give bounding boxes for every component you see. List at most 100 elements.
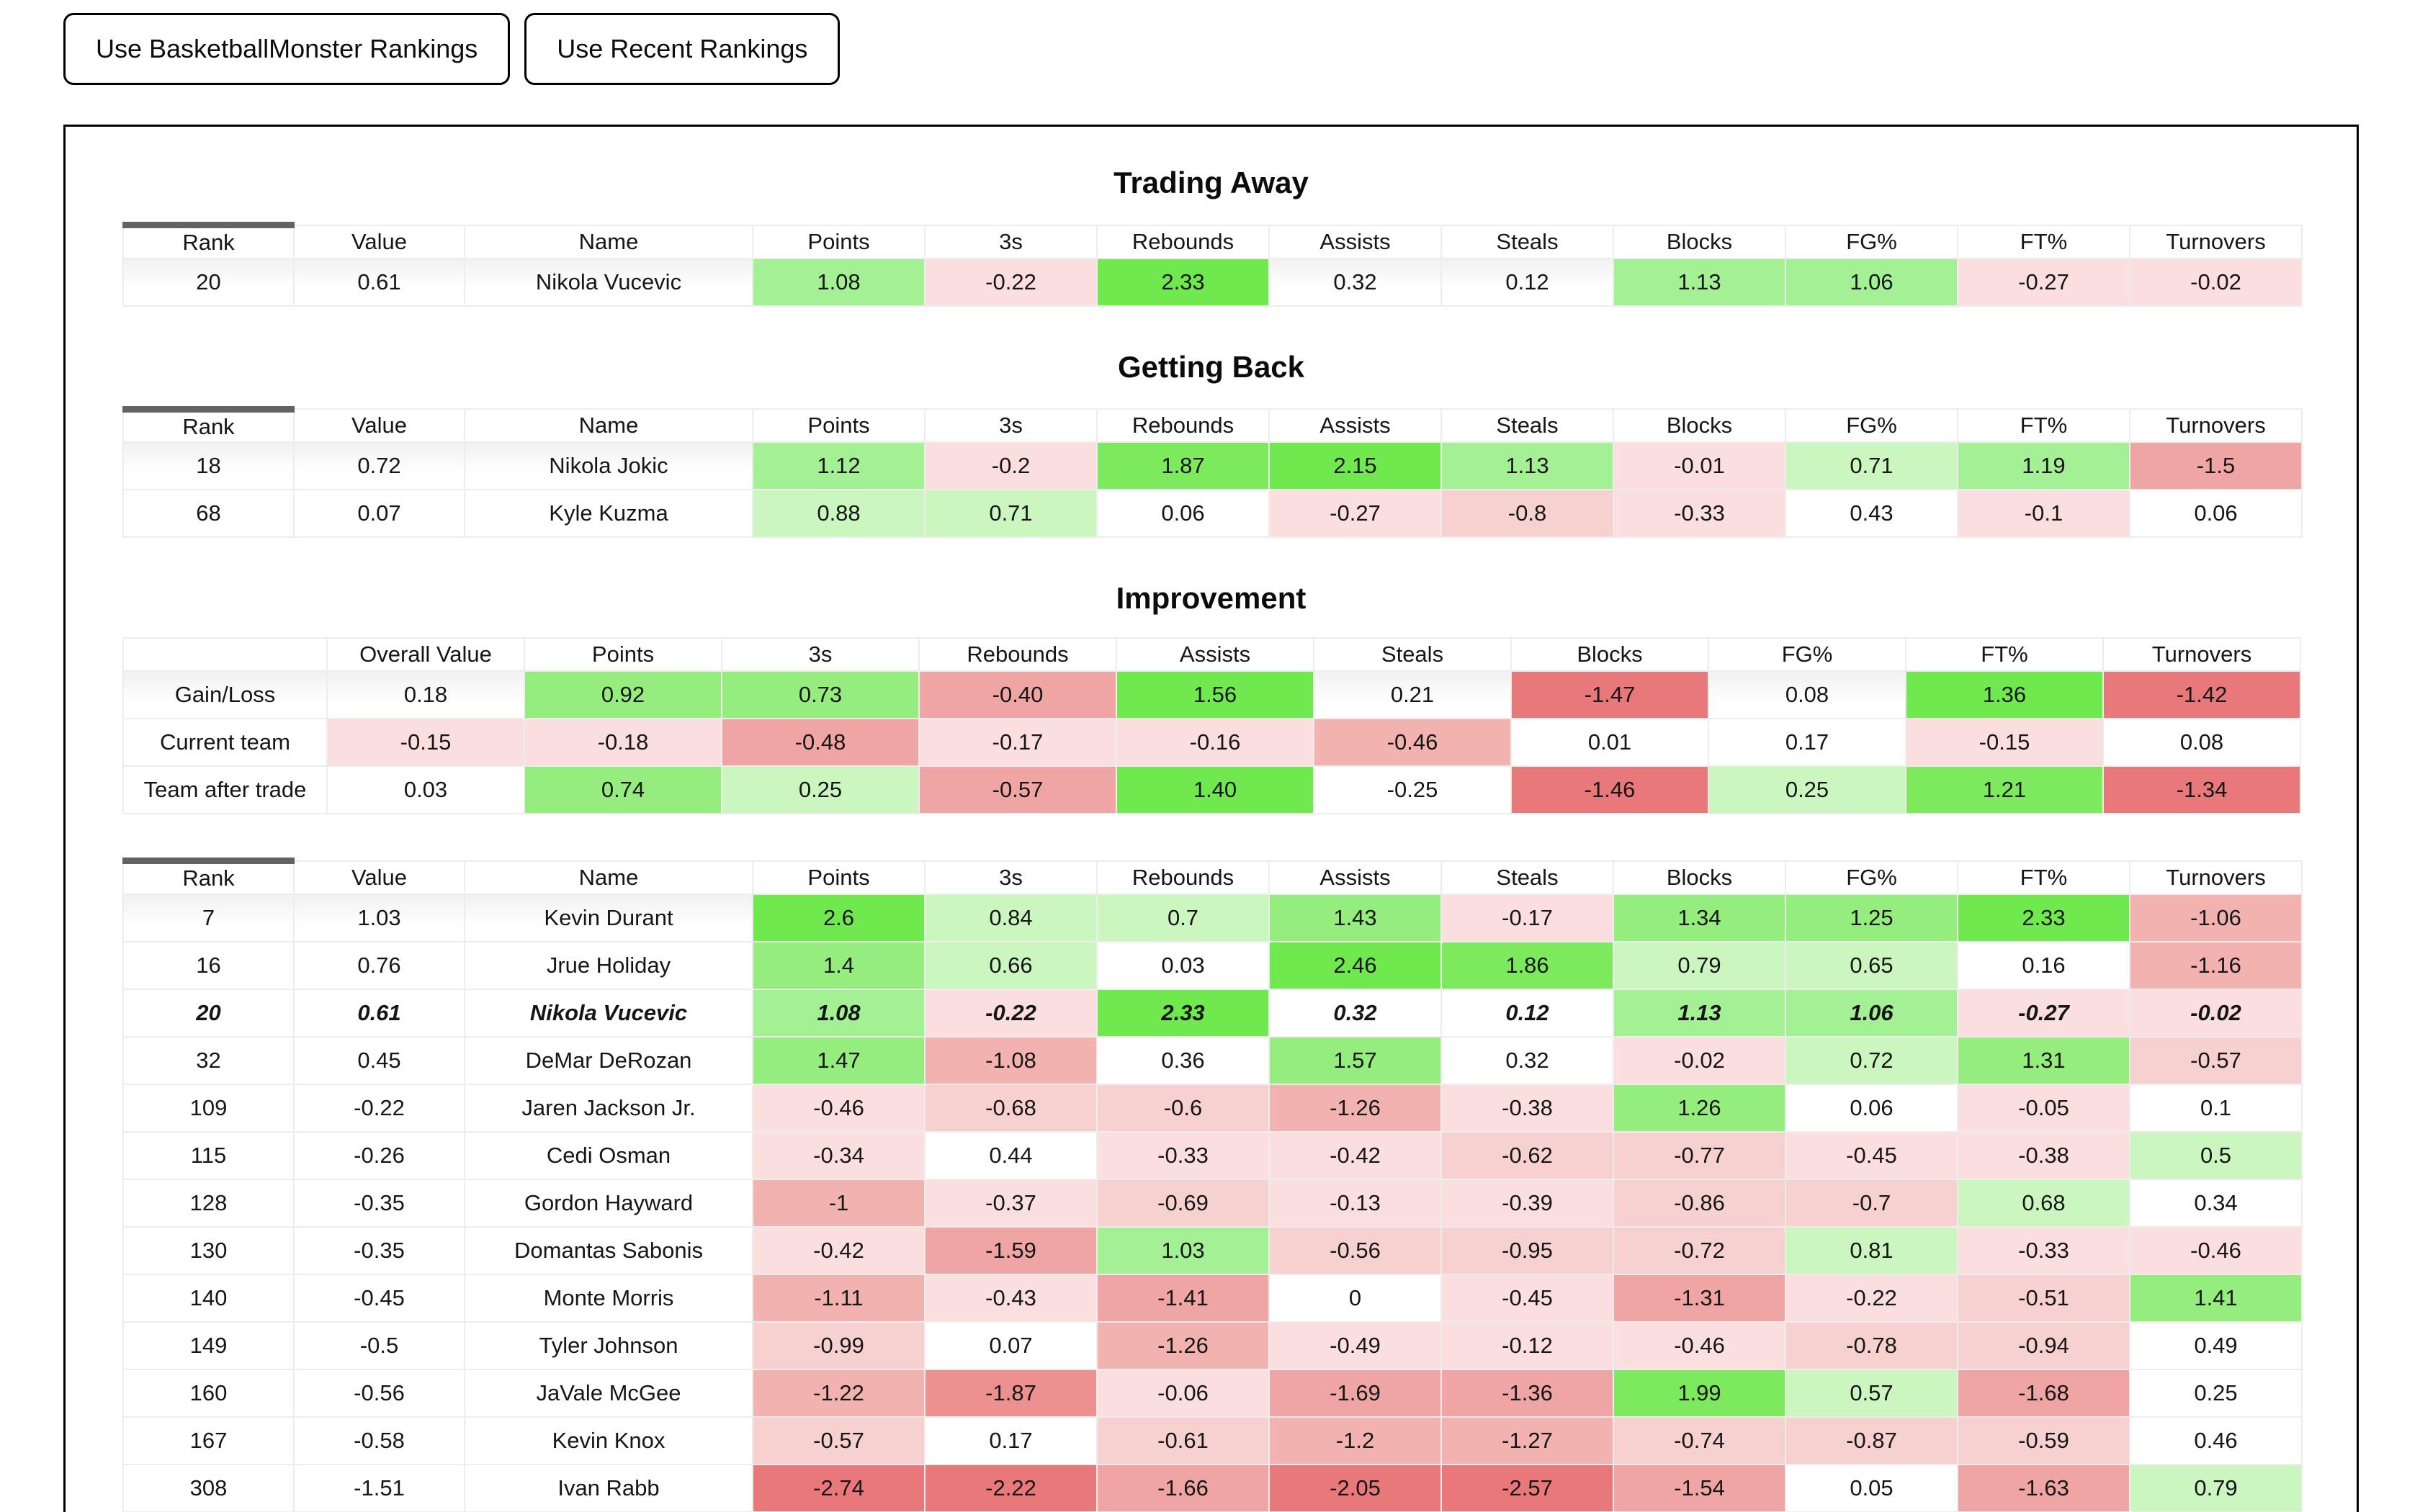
getting-back-title: Getting Back (1117, 349, 1305, 384)
column-header-turnovers[interactable]: Turnovers (2129, 860, 2303, 895)
column-header-points[interactable]: Points (752, 224, 926, 259)
column-header-rank[interactable]: Rank (122, 405, 295, 443)
column-header-steals[interactable]: Steals (1440, 860, 1614, 895)
column-header-points[interactable]: Points (752, 860, 926, 895)
column-header-ft-[interactable]: FT% (1905, 637, 2104, 672)
column-header-assists[interactable]: Assists (1268, 224, 1442, 259)
stat-cell: -0.78 (1785, 1320, 1958, 1370)
use-basketballmonster-rankings-button[interactable]: Use BasketballMonster Rankings (63, 13, 511, 85)
stat-cell: -0.45 (1440, 1273, 1614, 1323)
column-header-turnovers[interactable]: Turnovers (2129, 224, 2303, 259)
stat-cell: 1.08 (752, 988, 926, 1038)
value-cell: 0.61 (293, 257, 465, 307)
column-header-name[interactable]: Name (464, 408, 753, 443)
stat-cell: 0.16 (1957, 940, 2130, 990)
stat-cell: 0.5 (2129, 1130, 2303, 1180)
column-header-points[interactable]: Points (524, 637, 722, 672)
summary-row: Current team -0.15 -0.18 -0.48 -0.17 -0.16 -0.… (122, 718, 2301, 767)
stat-cell: -0.02 (1613, 1035, 1786, 1085)
stat-cell: 0.1 (2129, 1083, 2303, 1133)
use-recent-rankings-button[interactable]: Use Recent Rankings (524, 13, 841, 85)
name-cell: Ivan Rabb (464, 1463, 753, 1512)
rank-cell: 18 (122, 441, 295, 490)
column-header-blocks[interactable]: Blocks (1613, 860, 1786, 895)
stat-cell: 0.43 (1785, 489, 1958, 538)
column-header-name[interactable]: Name (464, 224, 753, 259)
column-header-rebounds[interactable]: Rebounds (1096, 860, 1270, 895)
stat-cell: -0.61 (1096, 1416, 1270, 1465)
stat-cell: 0.73 (721, 670, 920, 719)
column-header-steals[interactable]: Steals (1440, 408, 1614, 443)
stat-cell: -0.69 (1096, 1178, 1270, 1228)
column-header-blocks[interactable]: Blocks (1613, 408, 1786, 443)
stat-cell: -1.08 (924, 1035, 1098, 1085)
stat-cell: -0.7 (1785, 1178, 1958, 1228)
improvement-section: Improvement Overall Value Points 3s Rebound… (122, 581, 2301, 814)
column-header-value[interactable]: Value (293, 860, 465, 895)
rank-cell: 20 (122, 988, 295, 1038)
column-header-fg-[interactable]: FG% (1785, 860, 1958, 895)
stat-cell: -0.06 (1096, 1368, 1270, 1418)
stat-cell: 0.03 (326, 765, 525, 814)
column-header-fg-[interactable]: FG% (1708, 637, 1906, 672)
column-header-rank[interactable]: Rank (122, 858, 295, 895)
row-label-cell: Team after trade (122, 765, 328, 814)
column-header-points[interactable]: Points (752, 408, 926, 443)
stat-cell: -1.68 (1957, 1368, 2130, 1418)
stat-cell: 2.33 (1096, 988, 1270, 1038)
name-cell: Domantas Sabonis (464, 1225, 753, 1275)
stat-cell: 0.06 (2129, 489, 2303, 538)
column-header-overall-value[interactable]: Overall Value (326, 637, 525, 672)
column-header-blocks[interactable]: Blocks (1613, 224, 1786, 259)
column-header-ft-[interactable]: FT% (1957, 224, 2130, 259)
stat-cell: 0.65 (1785, 940, 1958, 990)
column-header-blank[interactable] (122, 637, 328, 672)
stat-cell: 2.46 (1268, 940, 1442, 990)
column-header-3s[interactable]: 3s (721, 637, 920, 672)
column-header-assists[interactable]: Assists (1268, 408, 1442, 443)
stat-cell: -0.51 (1957, 1273, 2130, 1323)
stat-cell: -0.95 (1440, 1225, 1614, 1275)
rank-cell: 130 (122, 1225, 295, 1275)
column-header-3s[interactable]: 3s (924, 860, 1098, 895)
column-header-steals[interactable]: Steals (1313, 637, 1512, 672)
column-header-steals[interactable]: Steals (1440, 224, 1614, 259)
stat-cell: -0.86 (1613, 1178, 1786, 1228)
column-header-assists[interactable]: Assists (1116, 637, 1314, 672)
column-header-turnovers[interactable]: Turnovers (2102, 637, 2301, 672)
column-header-turnovers[interactable]: Turnovers (2129, 408, 2303, 443)
column-header-rebounds[interactable]: Rebounds (918, 637, 1117, 672)
stat-cell: -0.6 (1096, 1083, 1270, 1133)
stat-cell: -1.5 (2129, 441, 2303, 490)
column-header-value[interactable]: Value (293, 408, 465, 443)
column-header-fg-[interactable]: FG% (1785, 224, 1958, 259)
name-cell: Jaren Jackson Jr. (464, 1083, 753, 1133)
column-header-value[interactable]: Value (293, 224, 465, 259)
column-header-ft-[interactable]: FT% (1957, 860, 2130, 895)
column-header-3s[interactable]: 3s (924, 224, 1098, 259)
stat-cell: 0.32 (1268, 257, 1442, 307)
column-header-rebounds[interactable]: Rebounds (1096, 408, 1270, 443)
column-header-rebounds[interactable]: Rebounds (1096, 224, 1270, 259)
column-header-fg-[interactable]: FG% (1785, 408, 1958, 443)
column-header-ft-[interactable]: FT% (1957, 408, 2130, 443)
column-header-3s[interactable]: 3s (924, 408, 1098, 443)
column-header-blocks[interactable]: Blocks (1510, 637, 1709, 672)
rank-cell: 7 (122, 893, 295, 942)
value-cell: -0.35 (293, 1178, 465, 1228)
stat-cell: -0.33 (1613, 489, 1786, 538)
stat-cell: 2.33 (1096, 257, 1270, 307)
rank-cell: 32 (122, 1035, 295, 1085)
stat-cell: -0.22 (924, 988, 1098, 1038)
stat-cell: 1.87 (1096, 441, 1270, 490)
rank-cell: 128 (122, 1178, 295, 1228)
column-header-assists[interactable]: Assists (1268, 860, 1442, 895)
column-header-rank[interactable]: Rank (122, 222, 295, 259)
column-header-name[interactable]: Name (464, 860, 753, 895)
stat-cell: -0.62 (1440, 1130, 1614, 1180)
stat-cell: -0.13 (1268, 1178, 1442, 1228)
stat-cell: -0.77 (1613, 1130, 1786, 1180)
value-cell: 0.76 (293, 940, 465, 990)
stat-cell: -0.05 (1957, 1083, 2130, 1133)
player-row: 130 -0.35 Domantas Sabonis -0.42 -1.59 1.03 -0… (122, 1225, 2303, 1275)
